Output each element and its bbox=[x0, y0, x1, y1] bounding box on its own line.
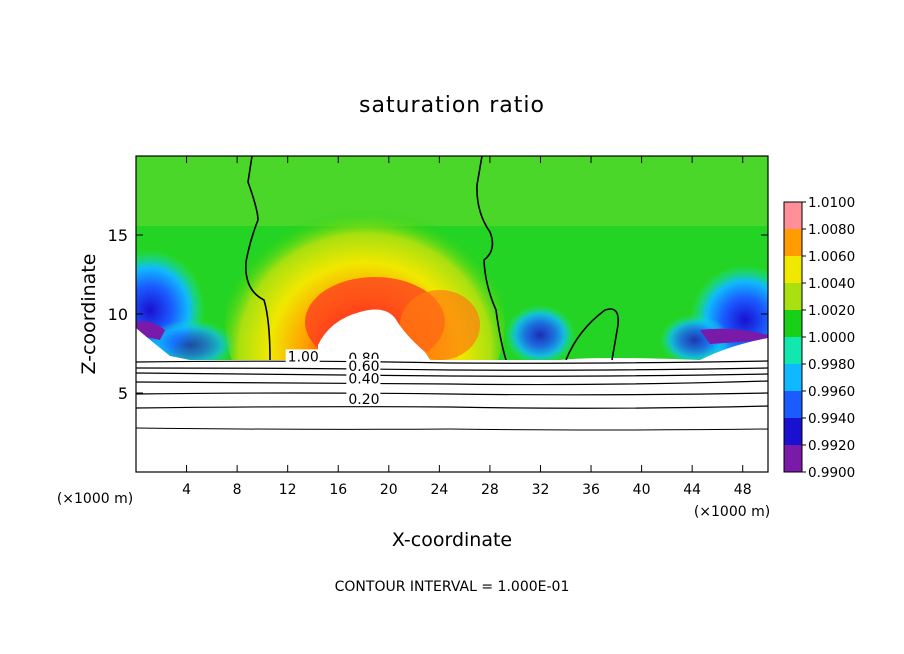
contour-label: 1.00 bbox=[288, 349, 319, 365]
contour-line-8 bbox=[136, 392, 768, 396]
colorbar-swatch bbox=[784, 364, 802, 391]
y-axis-label: Z-coordinate bbox=[78, 254, 100, 375]
x-tick-label: 8 bbox=[233, 482, 242, 498]
y-tick-label: 15 bbox=[108, 226, 128, 245]
colorbar-label: 0.9940 bbox=[808, 411, 855, 427]
colorbar-swatch bbox=[784, 283, 802, 310]
colorbar-label: 1.0000 bbox=[808, 330, 855, 346]
colorbar-label: 1.0060 bbox=[808, 249, 855, 265]
contour-line-1 bbox=[245, 156, 271, 361]
y-tick-label: 10 bbox=[108, 305, 128, 324]
x-tick-label: 4 bbox=[182, 482, 191, 498]
colorbar: 0.9900 0.9920 0.9940 0.9960 0.9980 1.0000 1.00… bbox=[783, 195, 855, 481]
contour-label-bg bbox=[346, 371, 381, 385]
colorbar-swatch bbox=[784, 256, 802, 283]
contour-label: 0.60 bbox=[348, 359, 379, 375]
x-tick-label: 12 bbox=[279, 482, 297, 498]
contour-interval-note: CONTOUR INTERVAL = 1.000E-01 bbox=[335, 579, 570, 595]
contour-line-5 bbox=[136, 367, 768, 371]
contour-line-3 bbox=[565, 308, 620, 361]
high-value-region bbox=[318, 309, 430, 360]
colorbar-swatch bbox=[784, 337, 802, 364]
contour-line-4 bbox=[136, 360, 768, 364]
contour-label-bg bbox=[346, 358, 381, 372]
x-tick-label: 48 bbox=[734, 482, 752, 498]
colorbar-label: 0.9920 bbox=[808, 438, 855, 454]
colorbar-label: 1.0100 bbox=[808, 195, 855, 211]
x-axis: 4 8 12 16 20 24 28 32 36 40 44 48 bbox=[182, 156, 752, 498]
cold-pool-right-mid bbox=[660, 315, 730, 365]
colorbar-label: 0.9900 bbox=[808, 465, 855, 481]
plot-area bbox=[136, 156, 768, 472]
x-unit-left: (×1000 m) bbox=[57, 491, 133, 507]
colorbar-swatch bbox=[784, 229, 802, 256]
colorbar-label: 0.9980 bbox=[808, 357, 855, 373]
x-tick-label: 20 bbox=[380, 482, 398, 498]
contour-line-10 bbox=[136, 427, 768, 431]
colorbar-label: 1.0020 bbox=[808, 303, 855, 319]
contour-line-6 bbox=[136, 372, 768, 377]
x-tick-label: 16 bbox=[329, 482, 347, 498]
contour-line-2 bbox=[476, 156, 507, 361]
colorbar-swatch bbox=[784, 310, 802, 337]
contour-label-bg bbox=[346, 392, 381, 406]
colorbar-label: 1.0040 bbox=[808, 276, 855, 292]
chart-title: saturation ratio bbox=[359, 93, 545, 118]
contour-line-7 bbox=[136, 380, 768, 386]
warm-core-edge bbox=[400, 290, 480, 360]
subsaturated-region bbox=[136, 328, 768, 472]
cold-pool-mid bbox=[505, 305, 575, 365]
colorbar-swatch bbox=[784, 418, 802, 445]
contour-line-9 bbox=[136, 405, 768, 409]
contour-labels: 1.000.800.600.400.20 bbox=[285, 349, 381, 408]
x-unit-right: (×1000 m) bbox=[694, 504, 770, 520]
contour-label: 0.40 bbox=[348, 372, 379, 388]
x-tick-label: 24 bbox=[430, 482, 448, 498]
x-tick-label: 40 bbox=[633, 482, 651, 498]
colorbar-swatch bbox=[784, 445, 802, 472]
colorbar-swatch bbox=[784, 391, 802, 418]
field-upper-band bbox=[136, 156, 768, 226]
colorbar-label: 1.0080 bbox=[808, 222, 855, 238]
colorbar-label: 0.9960 bbox=[808, 384, 855, 400]
y-tick-label: 5 bbox=[118, 384, 128, 403]
purple-edge-right bbox=[700, 328, 768, 344]
x-tick-label: 36 bbox=[582, 482, 600, 498]
contour-label-bg bbox=[285, 349, 320, 363]
x-tick-label: 28 bbox=[481, 482, 499, 498]
x-tick-label: 44 bbox=[683, 482, 701, 498]
x-axis-label: X-coordinate bbox=[392, 529, 512, 551]
x-tick-label: 32 bbox=[532, 482, 550, 498]
contour-label: 0.20 bbox=[348, 392, 379, 408]
y-axis: 5 10 15 bbox=[108, 226, 768, 403]
colorbar-swatch-top bbox=[784, 202, 802, 229]
